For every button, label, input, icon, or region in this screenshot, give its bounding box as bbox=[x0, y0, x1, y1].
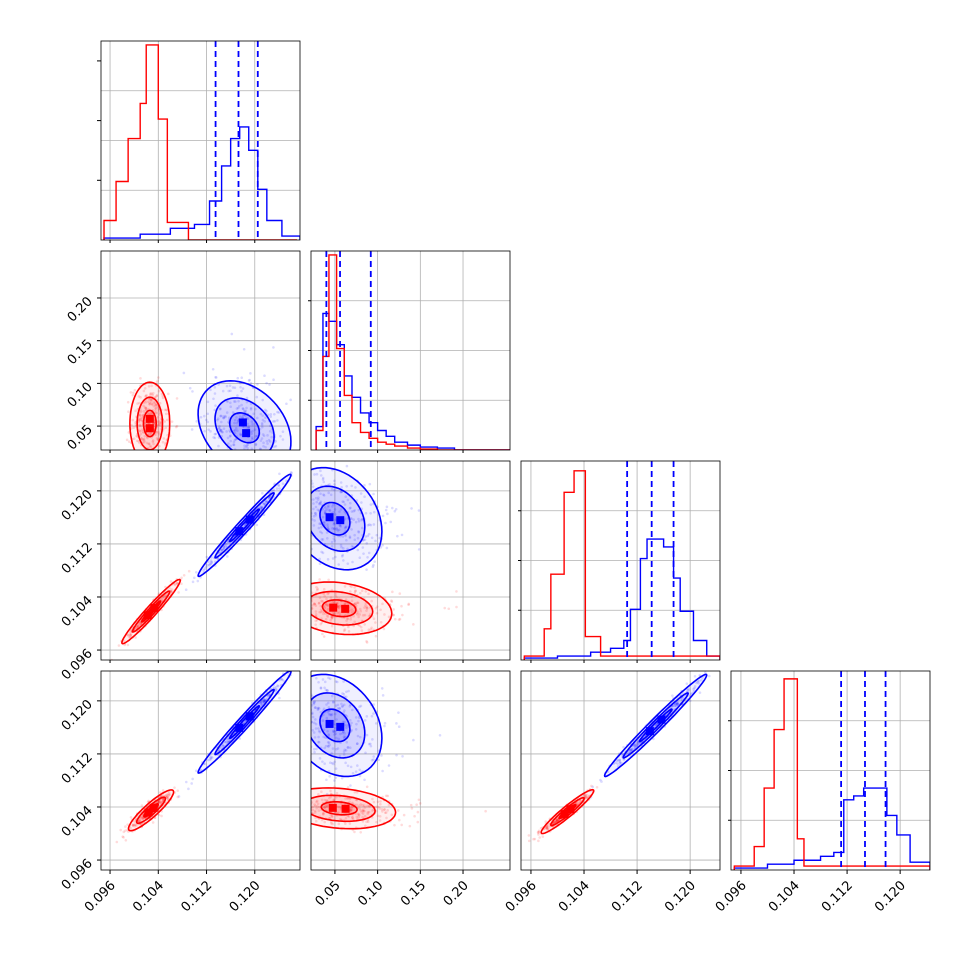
blue-contour bbox=[197, 671, 292, 774]
blue-contour bbox=[311, 673, 383, 778]
blue-density-peak bbox=[235, 515, 254, 536]
panel-frame bbox=[100, 670, 301, 871]
blue-scatter-points bbox=[311, 464, 421, 571]
blue-contour bbox=[603, 673, 708, 778]
red-histogram bbox=[733, 678, 930, 870]
blue-density-peak bbox=[325, 719, 345, 731]
red-histogram bbox=[103, 44, 297, 240]
panel-content bbox=[311, 671, 487, 834]
panel-content bbox=[311, 464, 458, 644]
blue-density-peak bbox=[325, 513, 345, 525]
panel-content bbox=[523, 461, 720, 660]
panel-content bbox=[115, 671, 293, 844]
x-tick-label: 0.096 bbox=[713, 878, 750, 915]
red-density-peak bbox=[144, 804, 158, 817]
panel-3-2: 0.096 0.104 0.112 0.120 bbox=[503, 670, 721, 915]
red-density-peak bbox=[329, 603, 350, 613]
panel-content bbox=[733, 671, 930, 870]
panel-3-0: 0.096 0.104 0.112 0.120 0.096 0.104 0.112 0.120 bbox=[59, 670, 301, 915]
blue-density-peak bbox=[238, 418, 251, 438]
panel-content bbox=[315, 251, 510, 450]
panel-frame bbox=[100, 460, 301, 661]
panel-3-3: 0.096 0.104 0.112 0.120 bbox=[713, 670, 931, 915]
red-density-peak bbox=[328, 803, 350, 813]
panel-2-0: 0.096 0.104 0.112 0.120 bbox=[59, 460, 301, 683]
panel-1-1 bbox=[308, 250, 511, 453]
y-tick-label: 0.096 bbox=[59, 856, 96, 893]
panel-0-0 bbox=[97, 40, 301, 243]
x-tick-label: 0.20 bbox=[441, 878, 472, 909]
blue-histogram bbox=[103, 126, 300, 240]
y-tick-label: 0.096 bbox=[59, 646, 96, 683]
panel-frame bbox=[310, 670, 511, 871]
red-contour bbox=[311, 581, 393, 636]
x-tick-label: 0.10 bbox=[355, 878, 386, 909]
red-density-peak bbox=[560, 805, 575, 819]
y-tick-label: 0.120 bbox=[59, 697, 96, 734]
panel-content bbox=[103, 41, 300, 240]
blue-contour bbox=[319, 501, 351, 536]
blue-density-peak bbox=[235, 712, 254, 732]
x-tick-label: 0.112 bbox=[609, 878, 646, 915]
y-tick-label: 0.112 bbox=[59, 540, 96, 577]
blue-contour bbox=[197, 379, 292, 450]
blue-contour bbox=[228, 411, 261, 444]
y-tick-label: 0.104 bbox=[59, 803, 96, 840]
red-histogram bbox=[523, 470, 720, 660]
x-tick-label: 0.05 bbox=[313, 878, 344, 909]
blue-contour bbox=[311, 466, 383, 571]
red-density-peak bbox=[145, 414, 154, 433]
panel-2-2 bbox=[518, 460, 721, 663]
red-density-peak bbox=[143, 603, 159, 620]
x-tick-label: 0.120 bbox=[662, 878, 699, 915]
panel-frame bbox=[100, 250, 301, 451]
red-histogram bbox=[315, 254, 510, 450]
x-tick-label: 0.104 bbox=[766, 878, 803, 915]
y-tick-label: 0.20 bbox=[65, 294, 96, 325]
x-tick-label: 0.104 bbox=[556, 878, 593, 915]
x-tick-label: 0.15 bbox=[398, 878, 429, 909]
x-tick-label: 0.120 bbox=[227, 878, 264, 915]
x-tick-label: 0.096 bbox=[82, 878, 119, 915]
x-tick-label: 0.104 bbox=[130, 878, 167, 915]
red-contour bbox=[311, 787, 397, 830]
y-tick-label: 0.15 bbox=[65, 337, 96, 368]
panel-2-1 bbox=[310, 460, 511, 663]
x-tick-label: 0.112 bbox=[819, 878, 856, 915]
blue-histogram bbox=[315, 312, 510, 450]
panel-content bbox=[125, 332, 292, 450]
panel-frame bbox=[520, 670, 721, 871]
panel-frame bbox=[100, 40, 301, 241]
panel-content bbox=[527, 671, 711, 843]
panel-content bbox=[110, 470, 293, 660]
blue-density-peak bbox=[645, 715, 666, 736]
blue-histogram bbox=[733, 787, 930, 870]
red-scatter-points bbox=[311, 578, 458, 644]
blue-histogram bbox=[523, 538, 720, 660]
y-tick-label: 0.10 bbox=[65, 380, 96, 411]
panel-frame bbox=[310, 460, 511, 661]
y-tick-label: 0.120 bbox=[59, 487, 96, 524]
y-tick-label: 0.104 bbox=[59, 593, 96, 630]
blue-contour bbox=[319, 708, 351, 743]
y-tick-label: 0.05 bbox=[65, 422, 96, 453]
blue-contour bbox=[197, 473, 292, 578]
red-contour bbox=[142, 409, 158, 438]
y-tick-label: 0.112 bbox=[59, 750, 96, 787]
x-tick-label: 0.112 bbox=[178, 878, 215, 915]
x-tick-label: 0.096 bbox=[503, 878, 540, 915]
x-tick-label: 0.120 bbox=[872, 878, 909, 915]
blue-contour bbox=[638, 708, 673, 743]
